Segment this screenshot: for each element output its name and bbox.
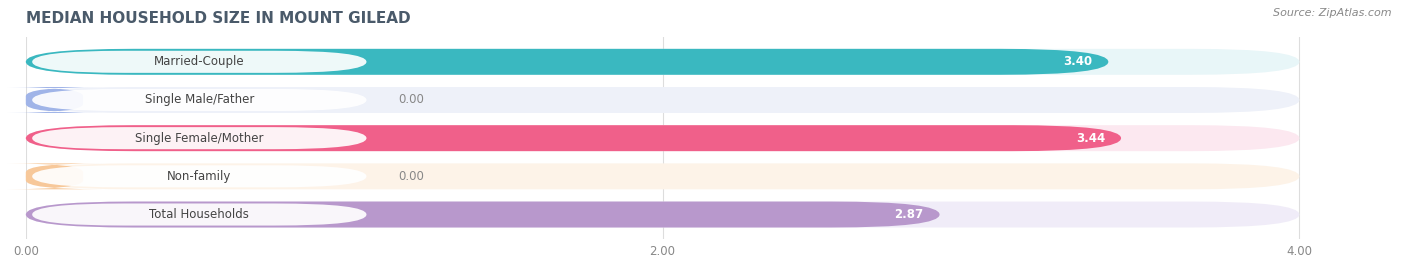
FancyBboxPatch shape: [25, 125, 1299, 151]
Text: Non-family: Non-family: [167, 170, 232, 183]
Text: 0.00: 0.00: [398, 170, 425, 183]
Text: Source: ZipAtlas.com: Source: ZipAtlas.com: [1274, 8, 1392, 18]
FancyBboxPatch shape: [25, 201, 1299, 228]
Text: 2.87: 2.87: [894, 208, 924, 221]
FancyBboxPatch shape: [7, 87, 101, 113]
Text: Single Female/Mother: Single Female/Mother: [135, 132, 263, 145]
FancyBboxPatch shape: [7, 163, 101, 189]
FancyBboxPatch shape: [25, 49, 1108, 75]
Text: Single Male/Father: Single Male/Father: [145, 94, 254, 107]
Text: Total Households: Total Households: [149, 208, 249, 221]
FancyBboxPatch shape: [25, 201, 939, 228]
Text: 3.40: 3.40: [1063, 55, 1092, 68]
Text: 0.00: 0.00: [398, 94, 425, 107]
FancyBboxPatch shape: [32, 127, 367, 149]
Text: Married-Couple: Married-Couple: [155, 55, 245, 68]
FancyBboxPatch shape: [32, 165, 367, 187]
FancyBboxPatch shape: [32, 89, 367, 111]
FancyBboxPatch shape: [25, 49, 1299, 75]
Text: 3.44: 3.44: [1076, 132, 1105, 145]
Text: MEDIAN HOUSEHOLD SIZE IN MOUNT GILEAD: MEDIAN HOUSEHOLD SIZE IN MOUNT GILEAD: [25, 11, 411, 26]
FancyBboxPatch shape: [32, 203, 367, 225]
FancyBboxPatch shape: [25, 87, 1299, 113]
FancyBboxPatch shape: [25, 125, 1121, 151]
FancyBboxPatch shape: [25, 163, 1299, 189]
FancyBboxPatch shape: [32, 51, 367, 73]
